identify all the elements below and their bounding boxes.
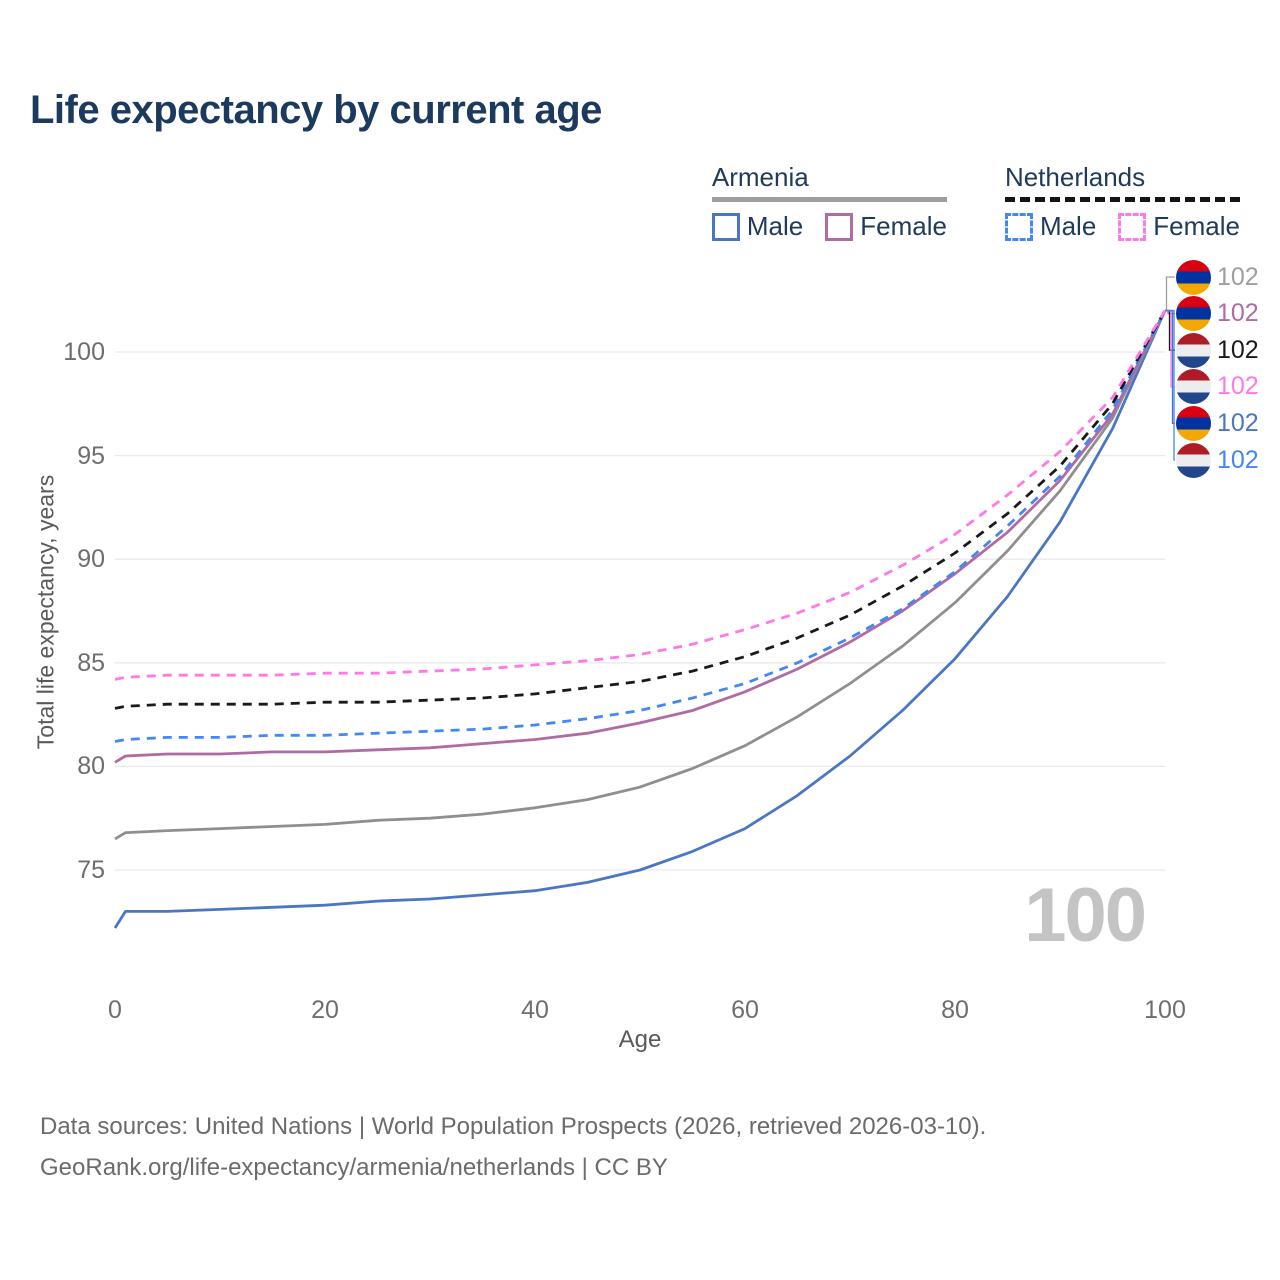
armenia-flag-icon — [1176, 405, 1211, 441]
legend-item-netherlands-female-label: Female — [1153, 211, 1240, 241]
y-tick-75: 75 — [77, 856, 105, 884]
armenia-flag-icon — [1176, 259, 1211, 295]
netherlands-flag-icon — [1176, 332, 1211, 368]
end-value-label-netherlands: 102 — [1176, 369, 1259, 405]
legend-swatch-armenia-male-icon — [711, 212, 740, 241]
end-value-label-netherlands: 102 — [1176, 442, 1259, 478]
legend-item-netherlands-female[interactable]: Female — [1118, 211, 1240, 242]
series-line-netherlands-female — [114, 309, 1167, 681]
netherlands-flag-icon — [1176, 442, 1211, 478]
footer-link: GeoRank.org/life-expectancy/armenia/neth… — [40, 1154, 668, 1181]
end-value-text: 102 — [1217, 372, 1259, 401]
end-value-label-armenia: 102 — [1176, 296, 1259, 332]
x-tick-20: 20 — [311, 996, 339, 1024]
series-line-armenia-female — [114, 309, 1167, 764]
end-value-text: 102 — [1217, 262, 1259, 291]
series-line-armenia — [114, 309, 1167, 841]
legend-item-netherlands-male-label: Male — [1039, 211, 1097, 241]
end-value-text: 102 — [1217, 335, 1259, 364]
legend: Armenia Male Female Netherlands Male — [711, 162, 1240, 242]
y-axis-title: Total life expectancy, years — [32, 474, 59, 750]
netherlands-flag-icon — [1176, 369, 1211, 405]
legend-group-armenia: Armenia Male Female — [711, 162, 947, 242]
x-tick-60: 60 — [731, 996, 759, 1024]
y-tick-90: 90 — [77, 545, 105, 574]
legend-swatch-netherlands-male-icon — [1004, 212, 1033, 241]
end-label-connector — [1165, 276, 1175, 312]
x-axis-title: Age — [618, 1026, 662, 1053]
end-value-text: 102 — [1217, 408, 1259, 437]
y-tick-85: 85 — [77, 648, 105, 677]
legend-swatch-netherlands-female-icon — [1118, 212, 1147, 241]
end-value-label-netherlands: 102 — [1176, 332, 1259, 368]
end-value-label-armenia: 102 — [1176, 405, 1259, 441]
legend-group-armenia-title[interactable]: Armenia — [711, 162, 947, 202]
x-tick-100: 100 — [1144, 996, 1186, 1024]
armenia-flag-icon — [1176, 296, 1211, 332]
y-tick-80: 80 — [77, 752, 105, 781]
series-line-netherlands — [114, 309, 1167, 710]
series-line-netherlands-male — [114, 309, 1167, 743]
legend-group-netherlands-items: Male Female — [1004, 211, 1240, 242]
legend-item-armenia-male[interactable]: Male — [711, 211, 804, 242]
footer-sources: Data sources: United Nations | World Pop… — [40, 1113, 987, 1140]
legend-item-armenia-female[interactable]: Female — [825, 211, 947, 242]
legend-group-armenia-items: Male Female — [711, 211, 947, 242]
x-tick-0: 0 — [108, 996, 122, 1024]
x-tick-40: 40 — [521, 996, 549, 1024]
legend-group-netherlands-title[interactable]: Netherlands — [1004, 162, 1240, 202]
footer: Data sources: United Nations | World Pop… — [40, 1106, 986, 1188]
legend-swatch-armenia-female-icon — [825, 212, 854, 241]
legend-item-armenia-male-label: Male — [746, 211, 804, 241]
hover-age-label: 100 — [1024, 873, 1147, 958]
legend-item-armenia-female-label: Female — [860, 211, 947, 241]
y-tick-95: 95 — [77, 441, 105, 470]
page-title: Life expectancy by current age — [30, 88, 602, 132]
legend-group-netherlands: Netherlands Male Female — [1004, 162, 1240, 242]
end-value-text: 102 — [1217, 445, 1259, 474]
y-tick-100: 100 — [63, 338, 105, 366]
x-tick-80: 80 — [941, 996, 969, 1024]
end-value-text: 102 — [1217, 299, 1259, 328]
legend-item-netherlands-male[interactable]: Male — [1004, 211, 1097, 242]
end-label-connector — [1165, 309, 1175, 461]
end-value-label-armenia: 102 — [1176, 259, 1259, 295]
series-line-armenia-male — [113, 310, 1167, 929]
